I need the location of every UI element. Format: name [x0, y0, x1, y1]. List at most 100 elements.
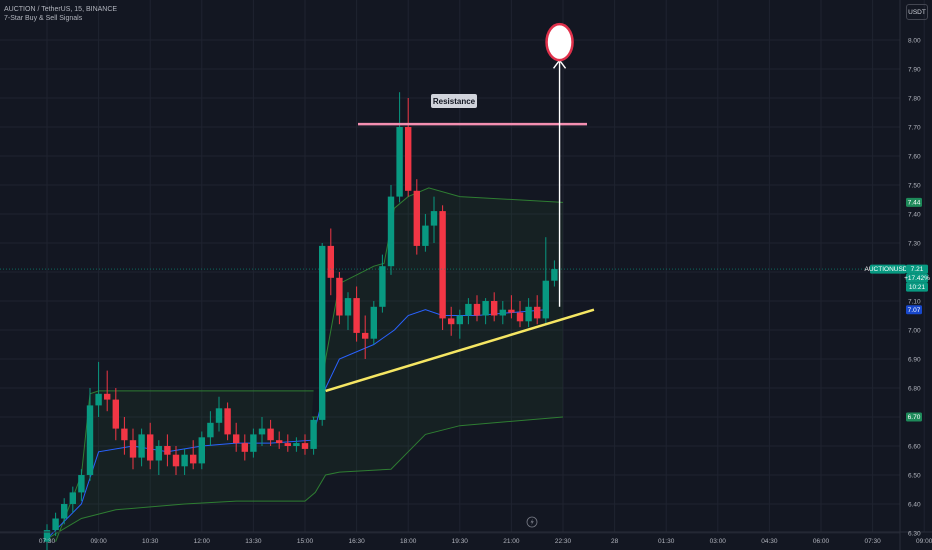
candle-body: [327, 245, 334, 278]
candle: [396, 92, 403, 203]
candle: [147, 422, 154, 470]
time-axis[interactable]: 07:30 09:00 10:30 12:00 13:30 15:00 16:30 18:00…: [39, 538, 932, 545]
candle: [336, 272, 343, 325]
candle-body: [104, 393, 111, 400]
resistance-label-bg: [431, 94, 477, 108]
x-tick-label: 28: [611, 538, 619, 545]
badge-upper-bg: [906, 197, 922, 207]
candle: [224, 402, 231, 441]
candle: [362, 315, 369, 359]
badge-symbol-text: AUCTIONUSDT: [865, 266, 912, 273]
symbol-title: AUCTION / TetherUS, 15, BINANCE: [4, 6, 118, 13]
candle-body: [61, 504, 68, 519]
candle: [370, 301, 377, 345]
candle-body: [551, 269, 558, 281]
candle-body: [456, 315, 463, 325]
candle: [525, 298, 532, 328]
badge-change-bg: [906, 273, 928, 283]
candle-body: [198, 437, 205, 464]
badge-change-text: +17.42%: [904, 275, 930, 282]
candle: [61, 498, 68, 525]
candle: [319, 243, 326, 426]
x-tick-label: 12:00: [194, 538, 211, 545]
x-tick-label: 18:00: [400, 538, 417, 545]
candle-body: [344, 298, 352, 316]
y-tick-label: 7.10: [908, 298, 921, 305]
candle-body: [276, 440, 283, 444]
grid: [0, 0, 925, 534]
candle-body: [250, 434, 257, 452]
x-tick-label: 15:00: [297, 538, 314, 545]
x-tick-label: 16:30: [348, 538, 365, 545]
candle: [86, 388, 94, 481]
candle-body: [422, 225, 429, 246]
y-tick-label: 6.50: [908, 472, 921, 479]
candle: [542, 237, 549, 325]
candle: [43, 524, 51, 550]
y-tick-label: 7.50: [908, 182, 921, 189]
candle-body: [413, 190, 420, 246]
candle-body: [215, 408, 223, 423]
candle-body: [362, 332, 369, 339]
y-tick-label: 6.40: [908, 501, 921, 508]
candle-body: [164, 446, 171, 455]
badge-lower-bg: [906, 412, 922, 422]
candle-body: [542, 280, 549, 319]
badge-countdown-text: 10:21: [909, 284, 926, 291]
target-marker: [545, 22, 574, 62]
currency-button[interactable]: USDT: [906, 4, 928, 20]
candle: [293, 437, 300, 452]
candle-body: [267, 428, 274, 441]
candle: [465, 298, 472, 325]
price-badges: 7.44 AUCTIONUSDT 7.21 +17.42% 10:21 7.07 6.70: [0, 197, 930, 422]
candle-body: [430, 211, 438, 226]
candle-body: [525, 306, 532, 322]
x-tick-label: 06:00: [813, 538, 830, 545]
candle-body: [129, 440, 137, 458]
candle-body: [473, 303, 481, 316]
candle-body: [370, 306, 377, 339]
candle-body: [95, 393, 102, 406]
candle: [405, 98, 412, 197]
candle: [181, 448, 188, 475]
badge-upper: 7.44: [906, 197, 922, 207]
y-tick-label: 7.00: [908, 327, 921, 334]
candle-body: [112, 399, 119, 429]
candle: [138, 428, 145, 467]
candle: [456, 309, 463, 339]
candle-body: [121, 428, 128, 441]
candle: [104, 370, 111, 412]
lower-band-line: [46, 416, 564, 540]
badge-lower: 6.70: [906, 412, 922, 422]
y-tick-label: 7.90: [908, 66, 921, 73]
candle: [233, 422, 240, 452]
candle-body: [190, 454, 197, 464]
candle-body: [310, 419, 317, 449]
y-tick-label: 6.90: [908, 356, 921, 363]
y-tick-label: 7.70: [908, 124, 921, 131]
x-tick-label: 09:00: [916, 538, 932, 545]
candle-body: [224, 408, 231, 435]
candle: [310, 417, 317, 455]
x-tick-label: 22:30: [555, 538, 572, 545]
candle-body: [353, 298, 360, 333]
candle-body: [301, 443, 309, 449]
candle: [448, 306, 455, 336]
indicator-title[interactable]: 7-Star Buy & Sell Signals: [4, 15, 83, 22]
candle: [534, 295, 541, 325]
candle-body: [293, 443, 300, 446]
candle: [172, 446, 180, 475]
resistance-label: Resistance: [433, 97, 476, 106]
candle: [69, 486, 76, 513]
badge-baseline-bg: [906, 305, 922, 315]
candle-body: [396, 127, 403, 197]
candle: [344, 292, 352, 330]
support-trendline: [325, 308, 595, 393]
x-tick-label: 19:30: [452, 538, 469, 545]
candle: [413, 179, 420, 255]
lightning-icon[interactable]: [526, 516, 538, 528]
candle: [422, 214, 429, 252]
y-tick-label: 8.00: [908, 37, 921, 44]
